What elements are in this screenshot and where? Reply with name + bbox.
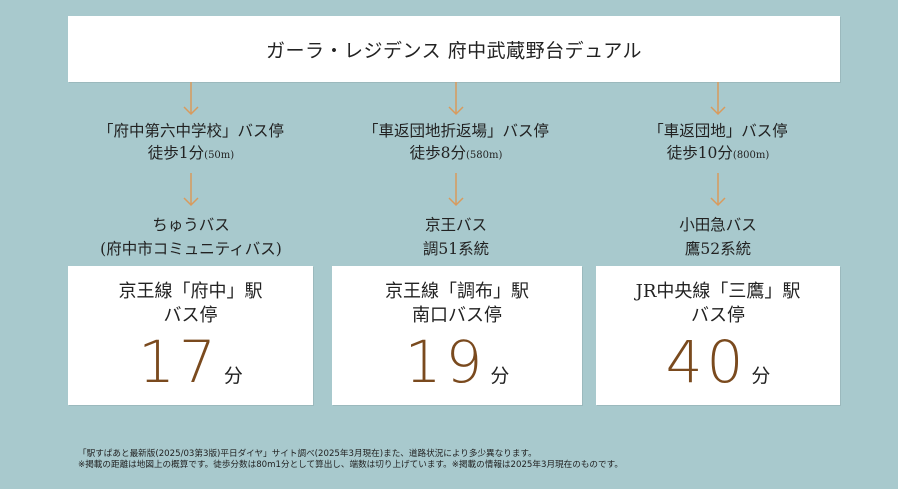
destination-stop: バス停: [163, 305, 218, 326]
travel-time: 40 分: [596, 332, 840, 392]
destination-stop: バス停: [691, 305, 745, 326]
destination-box-1: 京王線「府中」駅 バス停 17 分: [68, 266, 313, 405]
minutes-value: 40: [665, 328, 748, 396]
bus-stop-name: 「府中第六中学校」バス停: [97, 122, 284, 140]
route-column-1: 「府中第六中学校」バス停 徒歩1分(50m) ちゅうバス (府中市コミュニティバ…: [66, 82, 316, 261]
bus-line-label: ちゅうバス (府中市コミュニティバス): [66, 213, 316, 261]
minutes-unit: 分: [490, 365, 510, 387]
destination-station: 京王線「調布」駅: [385, 281, 529, 302]
destination-box-2: 京王線「調布」駅 南口バス停 19 分: [332, 266, 582, 405]
arrow-down-icon: [448, 173, 464, 207]
bus-line-label: 小田急バス 鷹52系統: [593, 213, 843, 261]
walk-time: 徒歩1分: [147, 144, 205, 162]
walk-distance: (580m): [466, 150, 503, 161]
property-title-box: ガーラ・レジデンス 府中武蔵野台デュアル: [68, 16, 840, 82]
bus-stop-label: 「車返団地折返場」バス停 徒歩8分(580m): [331, 120, 581, 167]
bus-route: (府中市コミュニティバス): [100, 240, 282, 258]
destination-station: JR中央線「三鷹」駅: [635, 281, 801, 302]
bus-stop-label: 「府中第六中学校」バス停 徒歩1分(50m): [66, 120, 316, 167]
bus-company: ちゅうバス: [152, 216, 230, 234]
walk-time: 徒歩10分: [666, 144, 733, 162]
arrow-down-icon: [710, 173, 726, 207]
bus-route: 鷹52系統: [684, 240, 752, 258]
destination-box-3: JR中央線「三鷹」駅 バス停 40 分: [596, 266, 840, 405]
minutes-unit: 分: [751, 365, 771, 387]
bus-route: 調51系統: [422, 240, 490, 258]
destination-station: 京王線「府中」駅: [118, 281, 263, 302]
walk-distance: (50m): [204, 150, 235, 161]
bus-stop-name: 「車返団地」バス停: [648, 122, 788, 140]
arrow-down-icon: [183, 82, 199, 116]
walk-time: 徒歩8分: [409, 144, 466, 162]
arrow-down-icon: [710, 82, 726, 116]
minutes-value: 19: [404, 328, 487, 396]
footnote-source: 「駅すぱあと最新版(2025/03第3版)平日ダイヤ」サイト調べ(2025年3月…: [78, 449, 537, 459]
footnotes: 「駅すぱあと最新版(2025/03第3版)平日ダイヤ」サイト調べ(2025年3月…: [78, 449, 623, 470]
bus-stop-name: 「車返団地折返場」バス停: [362, 122, 549, 140]
minutes-value: 17: [138, 328, 220, 396]
destination-label: 京王線「調布」駅 南口バス停: [332, 280, 582, 328]
bus-line-label: 京王バス 調51系統: [331, 213, 581, 261]
walk-distance: (800m): [732, 150, 770, 161]
footnote-disclaimer: ※掲載の距離は地図上の概算です。徒歩分数は80m1分として算出し、端数は切り上げ…: [78, 459, 623, 470]
route-column-3: 「車返団地」バス停 徒歩10分(800m) 小田急バス 鷹52系統: [593, 82, 843, 261]
bus-company: 小田急バス: [679, 216, 757, 234]
arrow-down-icon: [183, 173, 199, 207]
travel-time: 19 分: [332, 332, 582, 392]
route-column-2: 「車返団地折返場」バス停 徒歩8分(580m) 京王バス 調51系統: [331, 82, 581, 261]
destination-stop: 南口バス停: [412, 305, 502, 326]
destination-label: JR中央線「三鷹」駅 バス停: [596, 280, 840, 328]
arrow-down-icon: [448, 82, 464, 116]
property-title: ガーラ・レジデンス 府中武蔵野台デュアル: [265, 39, 643, 62]
travel-time: 17 分: [68, 332, 313, 392]
destination-label: 京王線「府中」駅 バス停: [68, 280, 313, 328]
bus-stop-label: 「車返団地」バス停 徒歩10分(800m): [593, 120, 843, 167]
bus-company: 京王バス: [424, 216, 487, 234]
minutes-unit: 分: [223, 365, 243, 387]
